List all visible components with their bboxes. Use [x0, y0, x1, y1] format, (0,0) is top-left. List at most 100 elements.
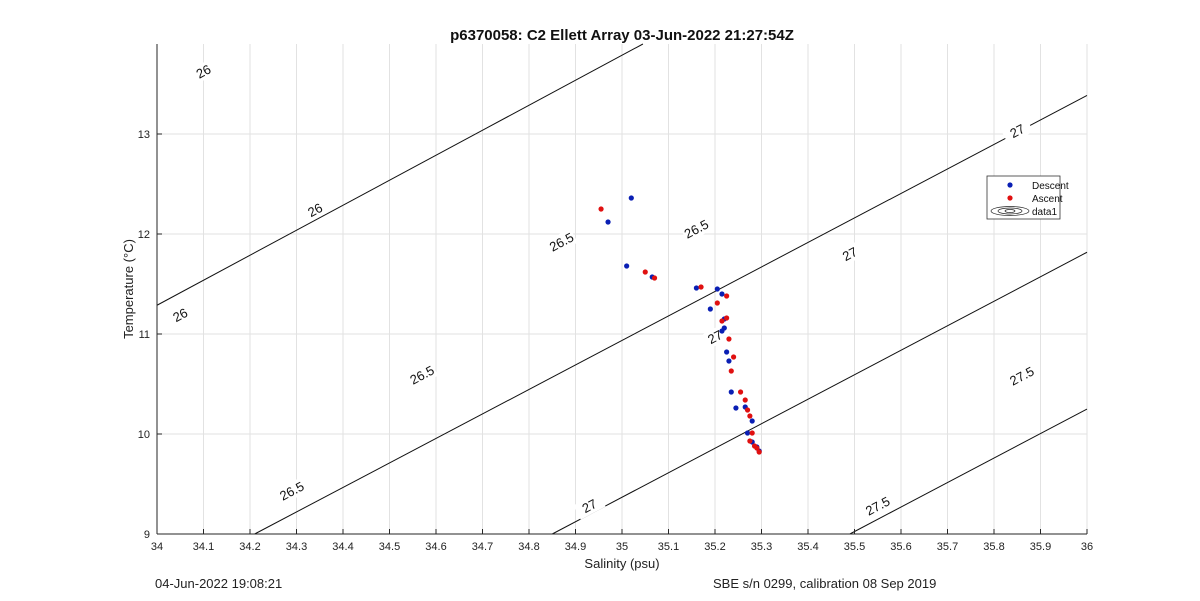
legend-ascent-marker [1007, 195, 1013, 201]
ascent-point [724, 293, 730, 299]
ascent-point [714, 300, 720, 306]
legend-contour-icon [990, 206, 1030, 216]
x-tick-label: 36 [1081, 541, 1093, 553]
x-tick-label: 34.7 [472, 541, 493, 553]
legend-box [986, 175, 1061, 220]
contour-label-background [573, 492, 606, 520]
descent-point [724, 349, 730, 355]
contour-label-background [861, 492, 894, 520]
y-tick-label: 11 [139, 329, 150, 341]
contour-line [849, 408, 1088, 535]
descent-point [726, 358, 732, 364]
descent-point [707, 306, 713, 312]
x-tick-label: 35.1 [658, 541, 679, 553]
ascent-point [756, 449, 762, 455]
grid-lines [156, 44, 1088, 535]
contour-line [254, 95, 1088, 535]
legend-descent-label: Descent [1032, 181, 1069, 192]
contour-label-background [187, 57, 220, 86]
descent-point [628, 195, 634, 201]
ascent-point [744, 407, 751, 413]
contour-label-background [833, 240, 866, 268]
ascent-point [731, 354, 737, 360]
descent-point [693, 285, 700, 291]
y-axis-label: Temperature (°C) [121, 239, 136, 339]
contour-label: 26 [170, 305, 190, 325]
x-tick-label: 34.5 [379, 541, 400, 553]
contour-label: 27 [580, 496, 600, 516]
legend: Descent Ascent data1 [986, 175, 1069, 220]
ascent-point [726, 336, 732, 342]
ascent-point [747, 438, 753, 444]
x-tick-label: 35.9 [1030, 541, 1051, 553]
x-tick-label: 35 [616, 541, 628, 553]
contour-label-background [164, 301, 197, 329]
contour-label-background [1001, 117, 1034, 145]
x-tick-label: 35.5 [844, 541, 865, 553]
x-tick-label: 35.2 [704, 541, 725, 553]
tick-labels: 34 34.1 34.2 34.3 34.4 34.5 34.6 34.7 34.8 34.9 35… [138, 129, 1093, 553]
footer-calibration: SBE s/n 0299, calibration 08 Sep 2019 [713, 576, 937, 591]
ascent-point [724, 315, 730, 321]
ascent-point [698, 284, 704, 290]
x-tick-label: 35.7 [937, 541, 958, 553]
descent-point [605, 219, 611, 225]
legend-ascent-label: Ascent [1032, 194, 1063, 205]
footer-date: 04-Jun-2022 19:08:21 [155, 576, 283, 591]
x-axis-label: Salinity (psu) [584, 556, 659, 571]
ascent-point [719, 318, 725, 324]
ascent-point [651, 275, 658, 281]
x-tick-label: 34.1 [193, 541, 214, 553]
x-tick-label: 34.3 [286, 541, 307, 553]
x-tick-label: 34.2 [239, 541, 260, 553]
ascent-point [728, 368, 734, 374]
x-tick-label: 35.4 [797, 541, 818, 553]
contour-label-background [1005, 362, 1039, 390]
contour-label-background [545, 228, 578, 256]
contour-line [552, 251, 1088, 535]
ascent-point [742, 397, 748, 403]
ascent-point [747, 413, 753, 419]
y-tick-label: 12 [138, 229, 150, 241]
contour-label-background [405, 361, 439, 389]
ascent-point [737, 389, 744, 395]
ascent-point [642, 269, 648, 275]
contour-26.5: 26.526.526.526.5 [254, 95, 1088, 535]
descent-point [624, 263, 630, 269]
descent-point [719, 291, 725, 297]
contour-26: 26 26 26 [156, 43, 644, 329]
y-tick-label: 10 [138, 429, 150, 441]
descent-point [749, 418, 755, 424]
descent-point [744, 430, 751, 436]
contour-label: 26 [305, 200, 325, 220]
contour-line [156, 43, 644, 306]
contour-label: 27 [840, 244, 860, 264]
contour-label-background [275, 477, 308, 505]
contour-label: 26 [194, 61, 214, 81]
y-tick-label: 9 [144, 529, 150, 541]
axes [156, 44, 1088, 535]
x-tick-label: 34 [151, 541, 163, 553]
x-tick-label: 34.9 [565, 541, 586, 553]
contour-label-background [680, 215, 713, 243]
ascent-point [598, 206, 604, 212]
x-tick-label: 34.6 [425, 541, 446, 553]
descent-point [733, 405, 739, 411]
contour-label-background [298, 196, 332, 224]
chart-title: p6370058: C2 Ellett Array 03-Jun-2022 21… [450, 27, 794, 44]
contour-label: 27 [1007, 121, 1027, 141]
legend-data1-label: data1 [1032, 207, 1057, 218]
ascent-point [754, 445, 760, 451]
series-ascent [598, 206, 762, 455]
legend-descent-marker [1007, 182, 1013, 188]
x-tick-label: 35.3 [751, 541, 772, 553]
descent-point [714, 286, 720, 292]
descent-point [719, 328, 725, 334]
x-tick-label: 35.8 [983, 541, 1004, 553]
x-tick-label: 35.6 [890, 541, 911, 553]
y-tick-label: 13 [138, 129, 150, 141]
x-tick-label: 34.4 [332, 541, 353, 553]
x-tick-label: 34.8 [518, 541, 539, 553]
contour-27.5: 27.527.5 [849, 362, 1088, 535]
